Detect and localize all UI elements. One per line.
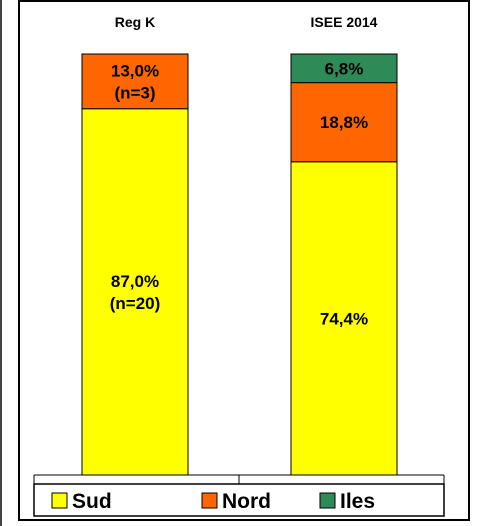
bar-segment-iles xyxy=(290,53,398,84)
data-label: 6,8% xyxy=(325,59,364,78)
data-label: 13,0% (n=3) xyxy=(111,61,159,102)
legend-swatch-iles xyxy=(319,492,336,509)
category-label: ISEE 2014 xyxy=(311,14,378,30)
left-divider xyxy=(0,0,2,526)
legend: Sud Nord Iles xyxy=(33,483,445,517)
data-label: 87,0% (n=20) xyxy=(110,272,161,313)
bar-labels: 87,0% (n=20) 13,0% (n=3) 74,4% 18,8% 6,8% xyxy=(110,59,368,328)
bar-segment-nord xyxy=(81,53,189,110)
bars xyxy=(81,53,398,476)
legend-label-nord: Nord xyxy=(222,490,271,513)
baseline xyxy=(33,474,445,484)
category-labels: Reg K ISEE 2014 xyxy=(115,14,378,30)
legend-swatch-sud xyxy=(51,492,68,509)
bar-segment-sud xyxy=(81,108,189,476)
legend-label-iles: Iles xyxy=(340,490,375,513)
category-label: Reg K xyxy=(115,14,155,30)
data-label: 18,8% xyxy=(320,113,368,132)
bar-segment-nord xyxy=(290,82,398,163)
legend-swatch-nord xyxy=(201,492,218,509)
legend-box xyxy=(33,483,445,517)
legend-label-sud: Sud xyxy=(72,490,112,513)
data-label: 74,4% xyxy=(320,309,368,328)
